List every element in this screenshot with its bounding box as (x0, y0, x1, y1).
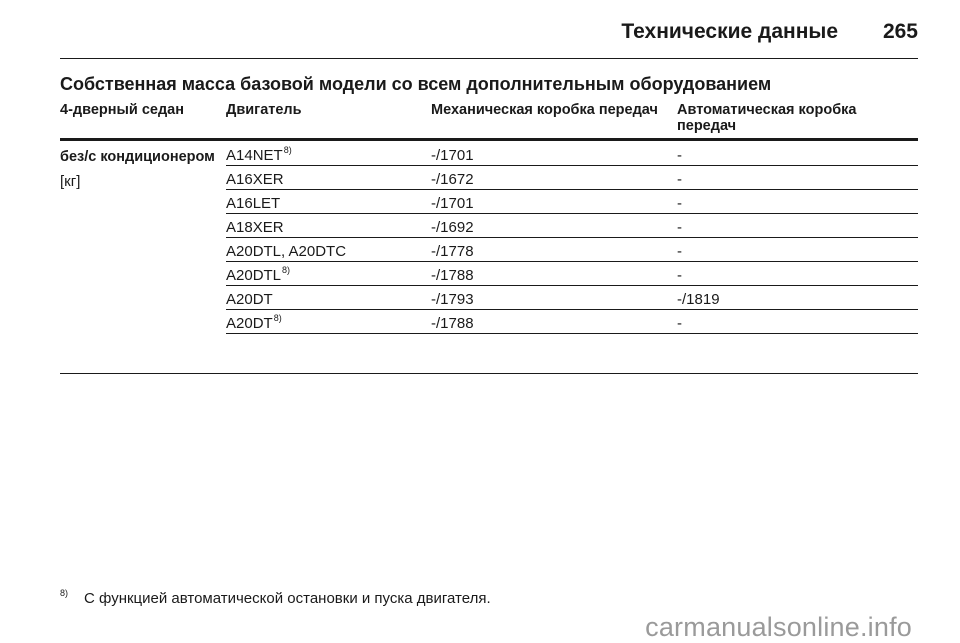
engine-name: A18XER (226, 219, 284, 236)
engine-name: A14NET (226, 147, 283, 164)
engine-cell: A14NET8) (226, 145, 292, 164)
table-row: A18XER -/1692 - (226, 214, 918, 238)
table-row: A20DT8) -/1788 - (226, 310, 918, 334)
engine-name: A16LET (226, 195, 281, 212)
side-label-ac: без/с кондиционером (60, 149, 215, 165)
footnote-ref: 8) (283, 145, 292, 155)
automatic-weight-cell: - (677, 195, 682, 212)
header-title: Технические данные (621, 20, 838, 43)
page-number: 265 (882, 20, 918, 43)
footnote-ref: 8) (273, 313, 282, 323)
weight-table: 4-дверный седан Двигатель Механическая к… (60, 100, 918, 374)
manual-weight-cell: -/1692 (431, 219, 474, 236)
automatic-weight-cell: - (677, 171, 682, 188)
manual-weight-cell: -/1793 (431, 291, 474, 308)
table-row: A16LET -/1701 - (226, 190, 918, 214)
table-row: A14NET8) -/1701 - (226, 142, 918, 166)
column-header-body: 4-дверный седан (60, 102, 184, 118)
engine-name: A16XER (226, 171, 284, 188)
column-header-engine: Двигатель (226, 102, 302, 118)
automatic-weight-cell: -/1819 (677, 291, 720, 308)
column-header-manual: Механическая коробка передач (431, 102, 658, 118)
engine-cell: A16XER (226, 171, 284, 188)
engine-cell: A18XER (226, 219, 284, 236)
engine-name: A20DT (226, 291, 273, 308)
column-header-automatic: Автоматическая коробка передач (677, 102, 857, 134)
manual-weight-cell: -/1788 (431, 315, 474, 332)
table-body: без/с кондиционером [кг] A14NET8) -/1701-… (60, 141, 918, 374)
table-row: A20DT -/1793 -/1819 (226, 286, 918, 310)
watermark: carmanualsonline.info (645, 612, 912, 642)
manual-weight-cell: -/1672 (431, 171, 474, 188)
manual-weight-cell: -/1701 (431, 195, 474, 212)
engine-cell: A16LET (226, 195, 280, 212)
engine-cell: A20DTL, A20DTC (226, 243, 346, 260)
footnote-text: С функцией автоматической остановки и пу… (84, 590, 491, 607)
engine-name: A20DT (226, 315, 273, 332)
table-bottom-rule (60, 373, 918, 374)
manual-weight-cell: -/1778 (431, 243, 474, 260)
footnote: 8) С функцией автоматической остановки и … (60, 588, 491, 607)
engine-cell: A20DTL8) (226, 265, 291, 284)
engine-cell: A20DT (226, 291, 273, 308)
section-title: Собственная масса базовой модели со всем… (60, 74, 772, 94)
side-label-unit: [кг] (60, 173, 81, 190)
automatic-weight-cell: - (677, 267, 682, 284)
engine-name: A20DTL, A20DTC (226, 243, 347, 260)
table-row: A16XER -/1672 - (226, 166, 918, 190)
footnote-mark: 8) (60, 588, 69, 598)
table-header: 4-дверный седан Двигатель Механическая к… (60, 100, 918, 141)
automatic-weight-cell: - (677, 147, 682, 164)
table-row: A20DTL, A20DTC -/1778 - (226, 238, 918, 262)
automatic-weight-cell: - (677, 315, 682, 332)
page-header: Технические данные 265 (60, 0, 918, 59)
footnote-ref: 8) (282, 265, 291, 275)
manual-weight-cell: -/1788 (431, 267, 474, 284)
manual-weight-cell: -/1701 (431, 147, 474, 164)
table-row: A20DTL8) -/1788 - (226, 262, 918, 286)
automatic-weight-cell: - (677, 243, 682, 260)
automatic-weight-cell: - (677, 219, 682, 236)
engine-name: A20DTL (226, 267, 282, 284)
engine-cell: A20DT8) (226, 313, 282, 332)
